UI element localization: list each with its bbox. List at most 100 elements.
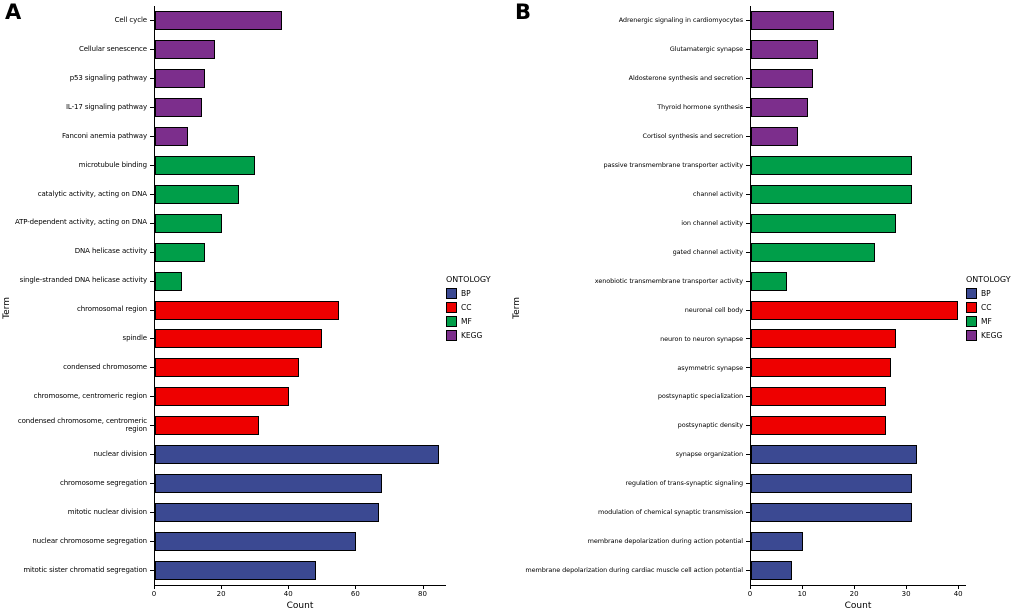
- bar-track: [750, 469, 966, 499]
- bar-row: membrane depolarization during action po…: [524, 527, 966, 557]
- bar-row: Aldosterone synthesis and secretion: [524, 63, 966, 93]
- x-axis-title-row: Count: [14, 601, 446, 615]
- bar-track: [750, 208, 966, 238]
- bar-row: modulation of chemical synaptic transmis…: [524, 498, 966, 528]
- bar-track: [154, 63, 446, 93]
- legend-label: MF: [981, 316, 992, 326]
- bar-track: [154, 411, 446, 441]
- y-tick: [150, 454, 154, 456]
- bar-row: single-stranded DNA helicase activity: [14, 266, 446, 296]
- bar-track: [750, 556, 966, 586]
- y-tick: [746, 19, 750, 21]
- axis-spacer: [524, 585, 750, 601]
- y-tick: [150, 541, 154, 543]
- term-label: regulation of trans-synaptic signaling: [625, 479, 744, 488]
- axis-spacer: [14, 585, 154, 601]
- y-tick: [150, 367, 154, 369]
- bar: [751, 358, 891, 378]
- x-tick: [750, 586, 751, 589]
- y-tick: [150, 19, 154, 21]
- y-tick: [150, 512, 154, 514]
- bar: [751, 387, 886, 407]
- term-label: Cell cycle: [114, 15, 148, 24]
- bar-track: [154, 440, 446, 470]
- bar-row: chromosome, centromeric region: [14, 382, 446, 412]
- bar-row: Glutamatergic synapse: [524, 34, 966, 64]
- x-tick-label: 0: [151, 590, 157, 598]
- bar-track: [154, 353, 446, 383]
- legend: ONTOLOGY BP CC MF KEGG: [966, 0, 1020, 615]
- bar: [155, 445, 440, 465]
- term-label: p53 signaling pathway: [69, 73, 147, 82]
- y-tick: [746, 396, 750, 398]
- bar-row: Cell cycle: [14, 6, 446, 35]
- bar-track: [154, 34, 446, 64]
- bar-row: postsynaptic specialization: [524, 382, 966, 412]
- term-label: single-stranded DNA helicase activity: [19, 276, 147, 285]
- legend-item: BP: [446, 287, 510, 299]
- term-label: synapse organization: [675, 450, 743, 459]
- term-label: ion channel activity: [681, 218, 743, 227]
- bar-track: [750, 237, 966, 267]
- bar-track: [154, 266, 446, 296]
- bar: [751, 10, 834, 30]
- y-tick: [150, 338, 154, 340]
- bar: [155, 271, 182, 291]
- legend-item: MF: [966, 315, 1020, 327]
- bar: [155, 474, 383, 494]
- term-label: Cellular senescence: [78, 44, 147, 53]
- bar-rows: Adrenergic signaling in cardiomyocytes Gl…: [524, 6, 966, 586]
- y-tick: [150, 483, 154, 485]
- x-axis: 0 20 40 60 80: [151, 585, 446, 601]
- bar: [751, 561, 793, 581]
- bar-track: [154, 121, 446, 151]
- legend-label: CC: [981, 302, 992, 312]
- legend-swatch: [966, 287, 977, 299]
- term-label: DNA helicase activity: [74, 247, 147, 256]
- bar-row: mitotic nuclear division: [14, 498, 446, 528]
- bar-row: ion channel activity: [524, 208, 966, 238]
- bar-track: [750, 6, 966, 35]
- x-tick: [221, 586, 223, 589]
- bar: [751, 300, 959, 320]
- legend-item: KEGG: [966, 329, 1020, 341]
- bar: [751, 126, 798, 146]
- bar-track: [750, 382, 966, 412]
- bar-row: p53 signaling pathway: [14, 63, 446, 93]
- bar-row: microtubule binding: [14, 150, 446, 180]
- bar: [751, 532, 803, 552]
- bar-track: [154, 6, 446, 35]
- bar-row: neuronal cell body: [524, 295, 966, 325]
- bar: [155, 387, 289, 407]
- x-tick: [288, 586, 290, 589]
- legend-swatch: [966, 301, 977, 313]
- y-tick: [746, 483, 750, 485]
- legend-swatch: [446, 315, 457, 327]
- x-tick: [355, 586, 357, 589]
- bar: [155, 300, 339, 320]
- legend-swatch: [966, 315, 977, 327]
- bar: [155, 10, 283, 30]
- bar-track: [750, 440, 966, 470]
- bar-row: chromosome segregation: [14, 469, 446, 499]
- term-label: postsynaptic specialization: [657, 392, 743, 401]
- term-label: nuclear chromosome segregation: [32, 536, 147, 545]
- term-label: gated channel activity: [672, 247, 744, 256]
- term-label: mitotic nuclear division: [67, 508, 147, 516]
- bar-row: ATP-dependent activity, acting on DNA: [14, 208, 446, 238]
- bar-track: [154, 469, 446, 499]
- bar: [751, 68, 814, 88]
- y-tick: [150, 396, 154, 398]
- legend-items: BP CC MF KEGG: [446, 287, 510, 341]
- legend-label: MF: [461, 316, 472, 326]
- x-axis-title-row: Count: [524, 601, 966, 615]
- legend-item: KEGG: [446, 329, 510, 341]
- x-tick-label: 0: [747, 590, 753, 598]
- bar: [751, 416, 886, 436]
- y-tick: [746, 570, 750, 572]
- y-tick: [150, 251, 154, 253]
- axis-spacer: [14, 601, 154, 615]
- x-tick-label: 40: [283, 590, 293, 598]
- bar-track: [154, 208, 446, 238]
- bar-track: [750, 411, 966, 441]
